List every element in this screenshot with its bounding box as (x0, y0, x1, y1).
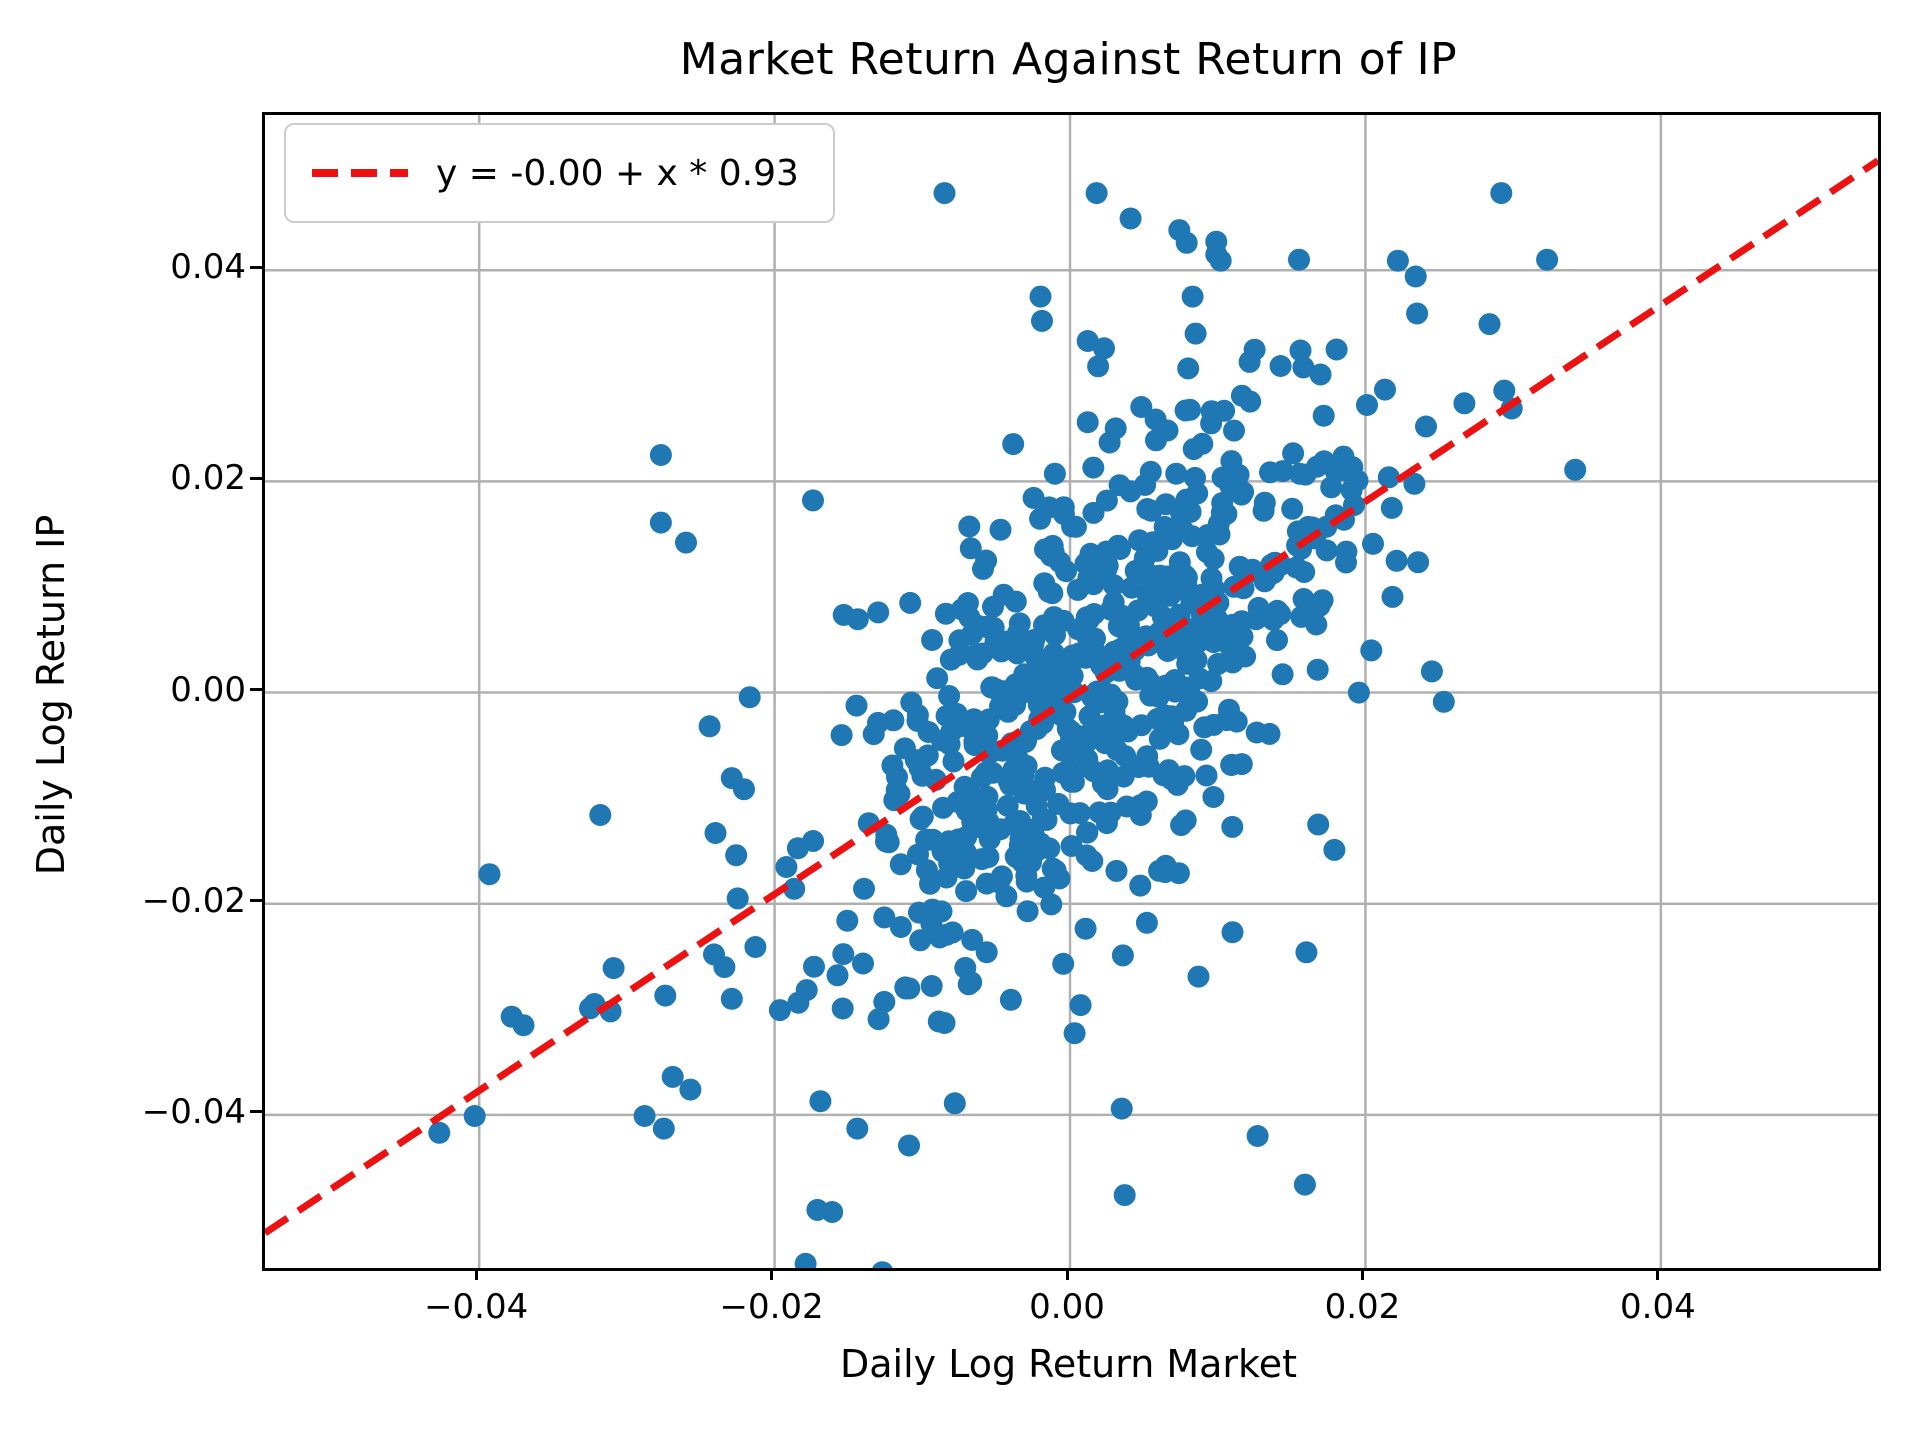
y-tick-mark (250, 265, 262, 269)
scatter-plot-canvas (265, 115, 1878, 1268)
y-tick-label: 0.04 (170, 247, 246, 288)
x-tick-mark (1656, 1268, 1660, 1280)
legend-dashed-line-sample (312, 169, 408, 177)
x-tick-mark (474, 1268, 478, 1280)
chart-title: Market Return Against Return of IP (679, 34, 1458, 85)
x-tick-mark (1065, 1268, 1069, 1280)
y-axis-label: Daily Log Return IP (29, 514, 73, 876)
x-tick-mark (1360, 1268, 1364, 1280)
y-tick-mark (250, 476, 262, 480)
x-axis-label: Daily Log Return Market (840, 1342, 1297, 1386)
x-tick-label: 0.00 (1029, 1287, 1105, 1327)
legend-label: y = -0.00 + x * 0.93 (436, 152, 799, 194)
y-tick-label: 0.02 (170, 458, 246, 499)
legend[interactable]: y = -0.00 + x * 0.93 (284, 123, 835, 223)
x-tick-label: −0.04 (424, 1287, 529, 1327)
y-tick-label: 0.00 (170, 669, 246, 710)
y-tick-mark (250, 1110, 262, 1114)
y-tick-label: −0.04 (141, 1091, 246, 1132)
x-tick-label: −0.02 (719, 1287, 824, 1327)
y-tick-label: −0.02 (141, 880, 246, 921)
x-tick-label: 0.02 (1324, 1287, 1401, 1327)
y-tick-mark (250, 899, 262, 903)
x-tick-mark (770, 1268, 774, 1280)
x-tick-label: 0.04 (1620, 1287, 1696, 1327)
plot-area[interactable] (262, 112, 1881, 1271)
y-tick-mark (250, 688, 262, 692)
